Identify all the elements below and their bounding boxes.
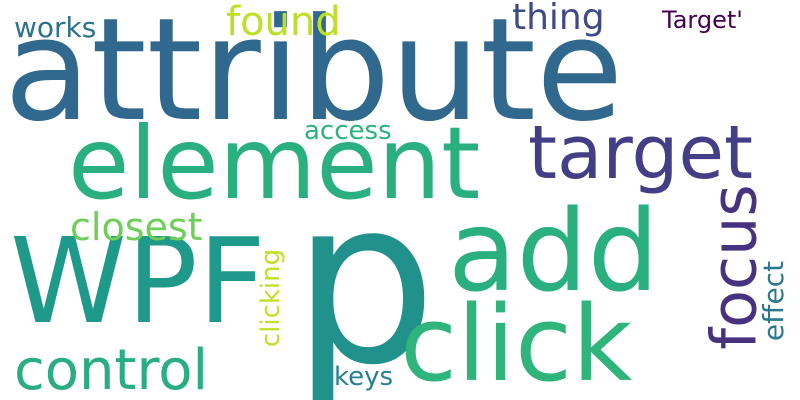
word-found: found [226, 0, 341, 45]
word-access: access [304, 116, 392, 146]
word-add: add [448, 187, 659, 317]
word-clicking: clicking [256, 248, 287, 348]
word-control: control [14, 338, 209, 400]
word-element: element [68, 105, 481, 222]
word-click: click [400, 283, 633, 400]
word-p: p [292, 149, 437, 400]
word-target-quoted: Target' [662, 6, 743, 34]
word-works: works [14, 11, 97, 44]
word-target: target [528, 110, 753, 196]
word-attribute: attribute [4, 0, 624, 153]
word-effect: effect [757, 260, 791, 342]
word-thing: thing [512, 0, 605, 38]
word-keys: keys [334, 362, 394, 392]
word-closest: closest [70, 205, 203, 249]
word-wpf: WPF [10, 212, 266, 350]
